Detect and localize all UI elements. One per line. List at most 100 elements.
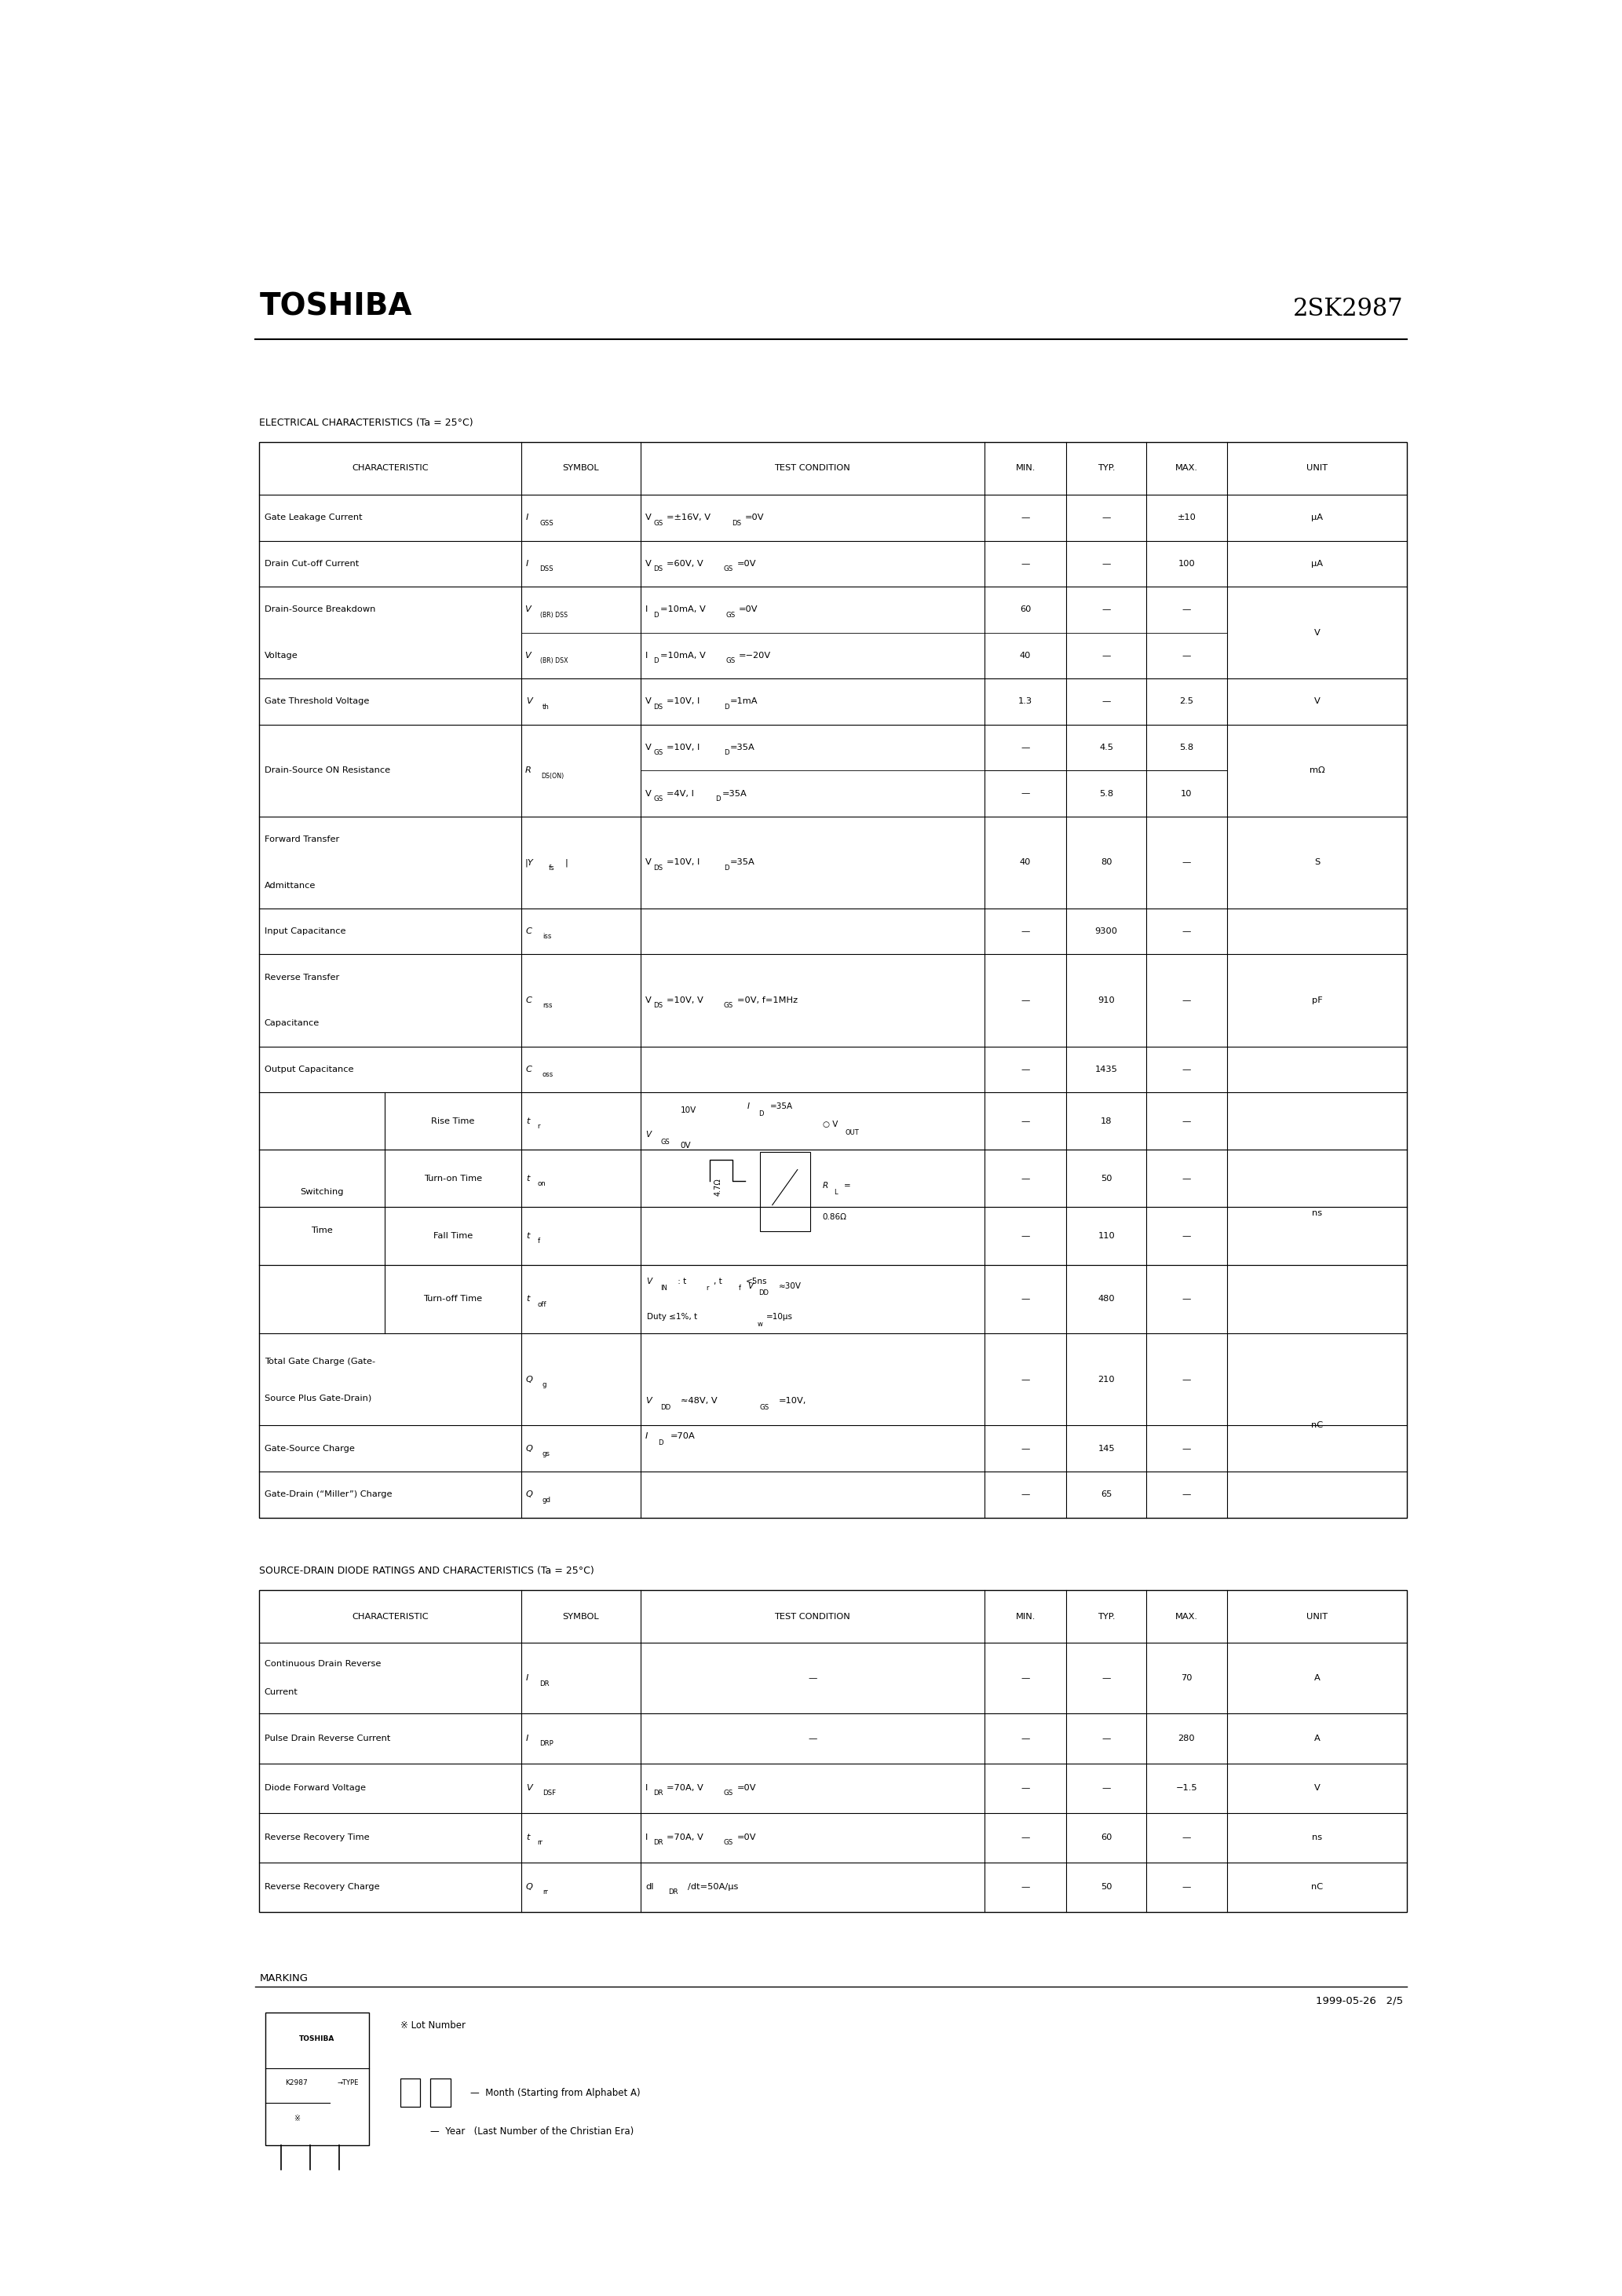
Text: —: — (1020, 1733, 1030, 1743)
Text: off: off (537, 1302, 547, 1309)
Text: —: — (1182, 606, 1191, 613)
Text: =10V, I: =10V, I (667, 698, 699, 705)
Text: —: — (1020, 514, 1030, 521)
Text: Time: Time (311, 1226, 333, 1235)
Text: DS: DS (732, 519, 741, 526)
Text: V: V (1314, 698, 1320, 705)
Bar (401, 2078, 420, 2108)
Text: Drain Cut-off Current: Drain Cut-off Current (264, 560, 358, 567)
Text: —: — (1101, 698, 1111, 705)
Text: I: I (526, 1733, 529, 1743)
Text: I: I (646, 606, 649, 613)
Text: —: — (1182, 1118, 1191, 1125)
Text: Continuous Drain Reverse: Continuous Drain Reverse (264, 1660, 381, 1669)
Text: V: V (646, 698, 652, 705)
Text: —: — (1101, 514, 1111, 521)
Text: Source Plus Gate-Drain): Source Plus Gate-Drain) (264, 1394, 371, 1403)
Text: Rise Time: Rise Time (431, 1118, 475, 1125)
Text: GS: GS (723, 565, 733, 572)
Text: 2SK2987: 2SK2987 (1293, 296, 1403, 321)
Text: , t: , t (714, 1277, 722, 1286)
Text: Gate-Source Charge: Gate-Source Charge (264, 1444, 355, 1453)
Text: D: D (723, 863, 728, 870)
Text: V: V (646, 560, 652, 567)
Text: I: I (526, 1674, 529, 1683)
Text: C: C (526, 1065, 532, 1072)
Text: 0.86Ω: 0.86Ω (822, 1215, 847, 1221)
Text: Q: Q (526, 1444, 534, 1453)
Text: =10V,: =10V, (779, 1396, 806, 1405)
Text: ≈48V, V: ≈48V, V (681, 1396, 717, 1405)
Text: 1999-05-26   2/5: 1999-05-26 2/5 (1315, 1995, 1403, 2007)
Text: →TYPE: →TYPE (337, 2080, 358, 2087)
Text: C: C (526, 996, 532, 1003)
Text: Diode Forward Voltage: Diode Forward Voltage (264, 1784, 365, 1791)
Text: 2.5: 2.5 (1179, 698, 1194, 705)
Text: r: r (706, 1286, 709, 1293)
Text: —: — (1020, 1176, 1030, 1182)
Text: IN: IN (660, 1286, 667, 1293)
Text: DS: DS (654, 565, 663, 572)
Text: 10V: 10V (681, 1107, 696, 1114)
Text: D: D (723, 748, 728, 755)
Text: DR: DR (540, 1681, 550, 1688)
Text: ○ V: ○ V (822, 1120, 839, 1127)
Text: oss: oss (542, 1072, 553, 1079)
Text: GS: GS (654, 794, 663, 801)
Text: V: V (646, 514, 652, 521)
Text: =1mA: =1mA (730, 698, 757, 705)
Text: 50: 50 (1101, 1883, 1113, 1892)
Text: MIN.: MIN. (1015, 464, 1035, 473)
Text: 145: 145 (1098, 1444, 1114, 1453)
Text: SYMBOL: SYMBOL (563, 1612, 599, 1621)
Text: μA: μA (1311, 514, 1324, 521)
Text: D: D (715, 794, 720, 801)
Text: 110: 110 (1098, 1233, 1114, 1240)
Text: L: L (834, 1189, 837, 1196)
Text: =10mA, V: =10mA, V (660, 606, 706, 613)
Text: 10: 10 (1181, 790, 1192, 797)
Text: Pulse Drain Reverse Current: Pulse Drain Reverse Current (264, 1733, 391, 1743)
Bar (260, 441, 1406, 1518)
Text: Voltage: Voltage (264, 652, 298, 659)
Text: =10mA, V: =10mA, V (660, 652, 706, 659)
Text: DSF: DSF (542, 1791, 556, 1798)
Text: —: — (1020, 1295, 1030, 1304)
Text: D: D (759, 1109, 764, 1118)
Text: I: I (646, 1835, 649, 1841)
Text: Turn-on Time: Turn-on Time (423, 1176, 482, 1182)
Text: —: — (1182, 1065, 1191, 1072)
Text: |: | (564, 859, 568, 866)
Text: MARKING: MARKING (260, 1975, 308, 1984)
Text: 4.7Ω: 4.7Ω (714, 1178, 722, 1196)
Text: DS: DS (654, 703, 663, 709)
Text: Gate Leakage Current: Gate Leakage Current (264, 514, 362, 521)
Text: V: V (526, 606, 530, 613)
Text: Current: Current (264, 1688, 298, 1697)
Text: —: — (1101, 1674, 1111, 1683)
Text: Q: Q (526, 1490, 534, 1499)
Text: GS: GS (759, 1405, 769, 1412)
Text: =10V, V: =10V, V (667, 996, 704, 1003)
Text: 70: 70 (1181, 1674, 1192, 1683)
Text: =0V, f=1MHz: =0V, f=1MHz (736, 996, 798, 1003)
Text: —: — (1182, 1233, 1191, 1240)
Text: (BR) DSS: (BR) DSS (540, 611, 568, 618)
Text: Total Gate Charge (Gate-: Total Gate Charge (Gate- (264, 1357, 375, 1366)
Text: t: t (526, 1295, 529, 1304)
Text: ≈30V: ≈30V (779, 1281, 801, 1290)
Text: 9300: 9300 (1095, 928, 1118, 934)
Text: : t: : t (675, 1277, 686, 1286)
Text: =4V, I: =4V, I (667, 790, 694, 797)
Text: rss: rss (542, 1001, 551, 1010)
Text: =70A: =70A (670, 1433, 696, 1440)
Text: 480: 480 (1098, 1295, 1114, 1304)
Text: gd: gd (542, 1497, 551, 1504)
Text: 40: 40 (1020, 652, 1032, 659)
Text: 0V: 0V (681, 1141, 691, 1150)
Text: Q: Q (526, 1883, 534, 1892)
Text: Turn-off Time: Turn-off Time (423, 1295, 482, 1304)
Text: R: R (526, 767, 530, 774)
Text: D: D (723, 703, 728, 709)
Text: Gate-Drain (“Miller”) Charge: Gate-Drain (“Miller”) Charge (264, 1490, 393, 1499)
